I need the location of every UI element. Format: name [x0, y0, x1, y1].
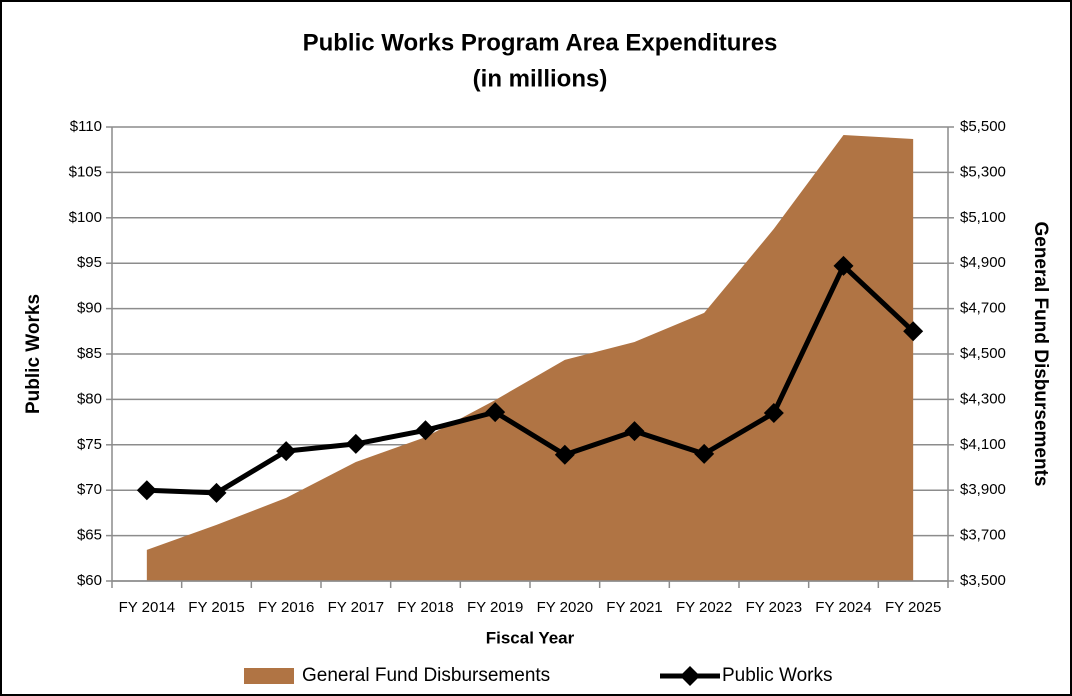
x-tick-label: FY 2025 [885, 599, 941, 616]
y2-tick-label: $3,500 [960, 572, 1006, 589]
x-tick-label: FY 2015 [188, 599, 244, 616]
marker [345, 433, 366, 454]
y-tick-label: $100 [69, 209, 102, 226]
x-tick-label: FY 2016 [258, 599, 314, 616]
marker [136, 480, 157, 501]
y2-tick-label: $4,900 [960, 254, 1006, 271]
legend-swatch [244, 668, 294, 684]
y-tick-label: $90 [77, 300, 102, 317]
x-tick-label: FY 2017 [328, 599, 384, 616]
legend-marker [680, 666, 700, 686]
x-tick-label: FY 2014 [119, 599, 175, 616]
y2-tick-label: $5,100 [960, 209, 1006, 226]
area [146, 134, 914, 581]
x-tick-label: FY 2021 [606, 599, 662, 616]
marker [694, 443, 715, 464]
y2-tick-label: $5,300 [960, 163, 1006, 180]
x-axis-label: Fiscal Year [486, 628, 575, 647]
chart-title: Public Works Program Area Expenditures [303, 29, 778, 56]
y-tick-label: $70 [77, 481, 102, 498]
marker [415, 420, 436, 441]
y-tick-label: $105 [69, 163, 102, 180]
y2-tick-label: $3,900 [960, 481, 1006, 498]
y2-tick-label: $4,100 [960, 436, 1006, 453]
y-tick-label: $80 [77, 390, 102, 407]
y-tick-label: $75 [77, 436, 102, 453]
y2-tick-label: $4,300 [960, 390, 1006, 407]
legend-label: General Fund Disbursements [302, 665, 550, 686]
y2-tick-label: $3,700 [960, 527, 1006, 544]
y2-tick-label: $4,500 [960, 345, 1006, 362]
legend-label: Public Works [722, 665, 833, 686]
y2-tick-label: $5,500 [960, 118, 1006, 135]
y-axis-label: Public Works [23, 294, 44, 414]
x-tick-label: FY 2022 [676, 599, 732, 616]
y2-tick-label: $4,700 [960, 300, 1006, 317]
marker [485, 402, 506, 423]
y-tick-label: $60 [77, 572, 102, 589]
marker [833, 255, 854, 276]
y-tick-label: $110 [70, 118, 102, 135]
x-tick-label: FY 2020 [537, 599, 593, 616]
line [146, 263, 915, 496]
y-tick-label: $85 [77, 345, 102, 362]
marker [554, 444, 575, 465]
chart-subtitle: (in millions) [473, 65, 608, 92]
marker [206, 482, 227, 503]
marker [276, 441, 297, 462]
y2-axis-label: General Fund Disbursements [1030, 221, 1051, 486]
y-tick-label: $65 [77, 527, 102, 544]
y-tick-label: $95 [77, 254, 102, 271]
x-tick-label: FY 2023 [746, 599, 802, 616]
x-tick-label: FY 2018 [397, 599, 453, 616]
marker [624, 421, 645, 442]
x-tick-label: FY 2024 [815, 599, 871, 616]
marker [903, 321, 924, 342]
x-tick-label: FY 2019 [467, 599, 523, 616]
marker [763, 403, 784, 424]
